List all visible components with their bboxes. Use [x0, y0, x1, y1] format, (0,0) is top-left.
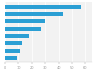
Bar — [5, 34, 29, 38]
Bar — [5, 12, 63, 16]
Bar — [5, 56, 17, 60]
Bar — [5, 27, 41, 31]
Bar — [5, 19, 45, 23]
Bar — [5, 5, 81, 9]
Bar — [5, 49, 20, 53]
Bar — [5, 41, 22, 45]
